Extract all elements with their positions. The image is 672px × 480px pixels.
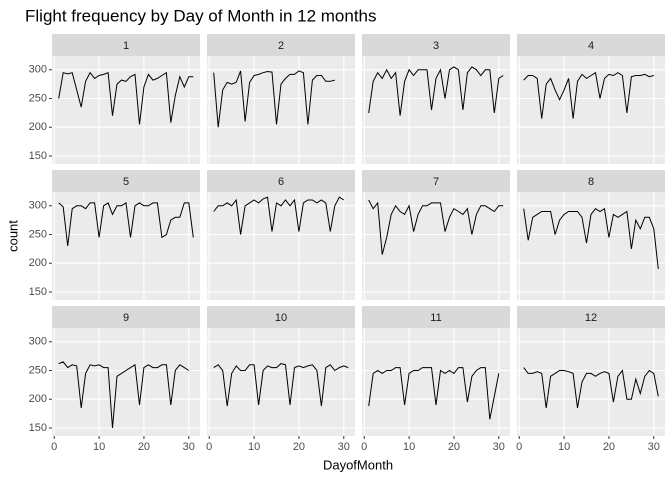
strip-label: 6 <box>278 176 284 188</box>
x-tick-label: 20 <box>293 441 305 453</box>
panel <box>52 192 200 300</box>
panel <box>207 192 355 300</box>
strip-label: 7 <box>433 176 439 188</box>
x-tick-label: 20 <box>138 441 150 453</box>
y-tick-label: 300 <box>29 64 47 76</box>
panel <box>517 56 665 164</box>
x-tick-label: 30 <box>648 441 660 453</box>
y-tick-label: 250 <box>29 228 47 240</box>
panel <box>207 328 355 436</box>
strip <box>52 34 200 56</box>
x-tick-label: 30 <box>338 441 350 453</box>
y-tick-label: 300 <box>29 336 47 348</box>
strip <box>207 34 355 56</box>
strip-label: 2 <box>278 40 284 52</box>
y-tick-label: 200 <box>29 121 47 133</box>
x-tick-label: 10 <box>403 441 415 453</box>
x-axis-title: DayofMonth <box>323 457 393 472</box>
panel <box>362 192 510 300</box>
panel <box>362 56 510 164</box>
x-tick-label: 30 <box>493 441 505 453</box>
strip <box>207 306 355 328</box>
y-tick-label: 250 <box>29 92 47 104</box>
x-tick-label: 0 <box>516 441 522 453</box>
panel <box>52 56 200 164</box>
x-tick-label: 10 <box>93 441 105 453</box>
strip-label: 12 <box>585 312 597 324</box>
line <box>523 71 654 119</box>
strip-label: 4 <box>588 40 594 52</box>
chart-title: Flight frequency by Day of Month in 12 m… <box>25 6 377 25</box>
panel <box>52 328 200 436</box>
x-tick-label: 0 <box>51 441 57 453</box>
x-tick-label: 0 <box>206 441 212 453</box>
line <box>368 66 504 116</box>
strip-label: 3 <box>433 40 439 52</box>
y-tick-label: 150 <box>29 150 47 162</box>
panel <box>207 56 355 164</box>
line <box>213 363 349 407</box>
strip-label: 9 <box>123 312 129 324</box>
strip-label: 10 <box>275 312 287 324</box>
panel <box>517 192 665 300</box>
y-tick-label: 200 <box>29 257 47 269</box>
panel <box>362 328 510 436</box>
strip <box>362 170 510 192</box>
x-tick-label: 10 <box>558 441 570 453</box>
strip-label: 8 <box>588 176 594 188</box>
line <box>213 196 345 235</box>
x-tick-label: 30 <box>183 441 195 453</box>
strip-label: 5 <box>123 176 129 188</box>
line <box>368 199 504 255</box>
x-tick-label: 20 <box>448 441 460 453</box>
line <box>58 202 194 247</box>
y-tick-label: 200 <box>29 393 47 405</box>
strip <box>207 170 355 192</box>
line <box>523 367 659 408</box>
line <box>213 70 335 128</box>
strip <box>517 306 665 328</box>
y-axis-title: count <box>5 220 20 252</box>
x-tick-label: 0 <box>361 441 367 453</box>
line <box>523 207 659 270</box>
strip <box>517 170 665 192</box>
y-tick-label: 150 <box>29 422 47 434</box>
line <box>368 367 500 420</box>
panel <box>517 328 665 436</box>
strip <box>362 306 510 328</box>
line <box>58 361 190 429</box>
strip <box>362 34 510 56</box>
y-tick-label: 150 <box>29 286 47 298</box>
x-tick-label: 10 <box>248 441 260 453</box>
strip <box>517 34 665 56</box>
strip <box>52 170 200 192</box>
y-tick-label: 300 <box>29 200 47 212</box>
y-tick-label: 250 <box>29 364 47 376</box>
strip <box>52 306 200 328</box>
line <box>58 71 194 125</box>
x-tick-label: 20 <box>603 441 615 453</box>
strip-label: 11 <box>430 312 441 324</box>
strip-label: 1 <box>123 40 129 52</box>
